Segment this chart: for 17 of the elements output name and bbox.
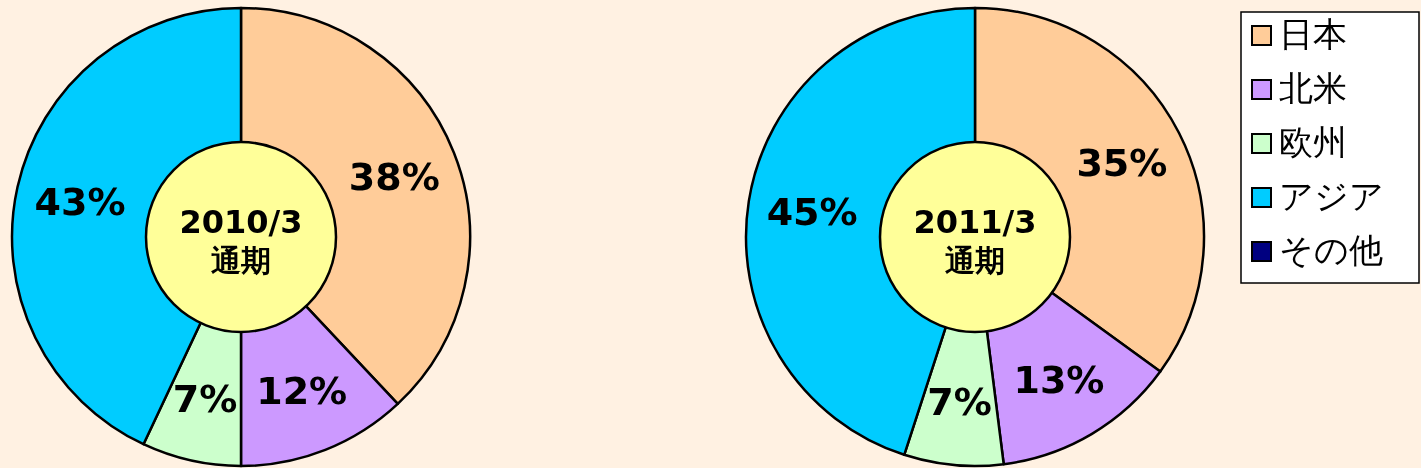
text: 2010/3 [179, 203, 303, 241]
legend-label: その他 [1279, 230, 1383, 270]
text: 2011/3 [913, 203, 1037, 241]
data-label: 7% [172, 376, 238, 421]
legend-label: 北米 [1279, 68, 1347, 108]
legend-label: 日本 [1279, 14, 1347, 54]
data-label: 7% [927, 380, 992, 425]
data-label: 12% [256, 369, 348, 414]
legend-label: 欧州 [1279, 122, 1347, 162]
data-label: 45% [766, 190, 858, 235]
data-label: 13% [1013, 357, 1105, 402]
data-label: 43% [34, 180, 126, 225]
data-label: 35% [1076, 141, 1168, 186]
data-label: 38% [348, 155, 440, 200]
text: 通期 [211, 243, 271, 278]
legend-label: アジア [1279, 176, 1384, 216]
text: 通期 [945, 243, 1005, 278]
